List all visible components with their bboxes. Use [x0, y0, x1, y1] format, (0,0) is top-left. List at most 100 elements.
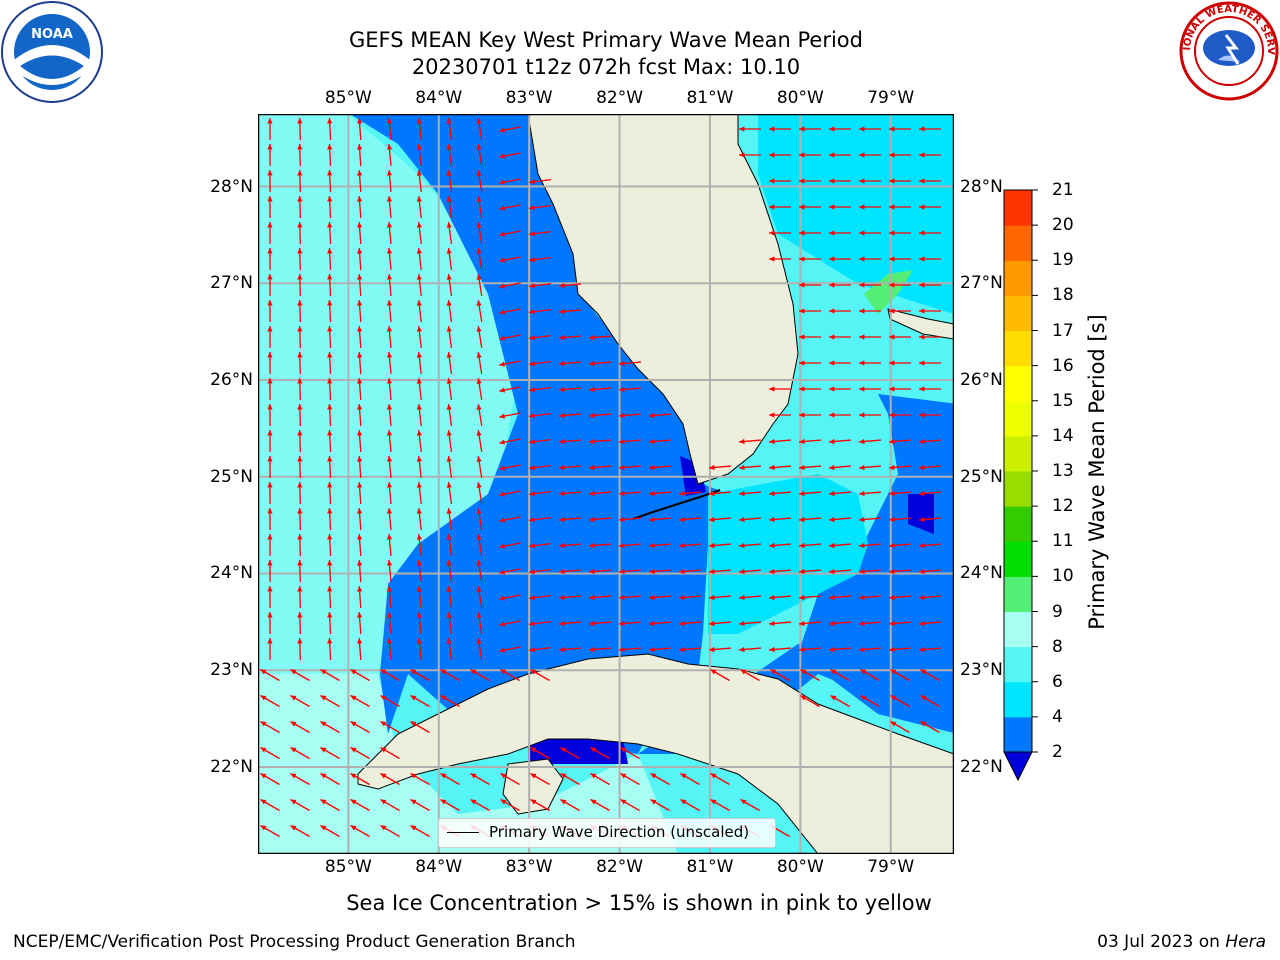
wave-arrow-53: [416, 195, 422, 219]
wave-arrow-478: [530, 798, 550, 812]
wave-arrow-296: [416, 533, 422, 557]
wave-arrow-58: [769, 204, 791, 210]
wave-arrow-211: [529, 438, 551, 445]
wave-arrow-159: [829, 360, 851, 366]
wave-arrow-452: [620, 746, 640, 760]
wave-arrow-428: [380, 694, 400, 708]
wave-arrow-134: [446, 326, 453, 348]
wave-arrow-475: [440, 798, 460, 812]
wave-arrow-424: [260, 694, 280, 708]
wave-arrow-295: [386, 533, 393, 557]
wave-arrow-354: [768, 594, 792, 601]
wave-arrow-232: [529, 464, 551, 471]
sea-ice-note-text: Sea Ice Concentration > 15% is shown in …: [346, 891, 932, 915]
wave-arrow-5: [416, 117, 422, 141]
colorbar-tick-10: 15: [1052, 390, 1074, 411]
wave-arrow-42: [769, 178, 791, 184]
wave-arrow-177: [799, 386, 821, 392]
wave-arrow-185: [356, 403, 363, 427]
wave-arrow-165: [327, 377, 333, 401]
wave-arrow-408: [320, 668, 340, 682]
wave-arrow-233: [558, 464, 582, 471]
wave-arrow-316: [327, 559, 333, 583]
wave-arrow-107: [799, 282, 821, 288]
wave-arrow-11: [799, 126, 821, 132]
wave-arrow-106: [558, 282, 582, 289]
wave-arrow-268: [267, 507, 273, 531]
wave-arrow-44: [829, 178, 851, 184]
wave-arrow-34: [327, 169, 333, 193]
wave-arrow-422: [890, 668, 910, 682]
lon-label-top-0: 85°W: [324, 88, 372, 108]
wave-arrow-161: [889, 360, 911, 366]
wave-arrow-294: [356, 533, 363, 557]
wave-arrow-484: [710, 798, 730, 812]
wave-arrow-124: [829, 308, 851, 314]
wave-arrow-384: [297, 637, 303, 661]
wave-arrow-109: [859, 282, 881, 288]
wave-arrow-137: [529, 334, 551, 341]
wave-arrow-21: [416, 143, 422, 167]
colorbar-tick-1: 4: [1052, 706, 1063, 727]
wave-arrow-383: [267, 637, 273, 661]
wave-arrow-24: [499, 152, 521, 159]
wave-arrow-48: [267, 195, 273, 219]
wave-arrow-101: [416, 273, 422, 297]
wave-arrow-318: [386, 559, 393, 583]
wave-arrow-407: [290, 668, 310, 682]
wave-arrow-461: [500, 772, 520, 786]
lat-label-left-2: 26°N: [210, 370, 253, 390]
wave-arrow-352: [708, 594, 732, 601]
colorbar-band-4: [1004, 576, 1032, 612]
wave-arrow-320: [446, 560, 453, 582]
wave-arrow-488: [320, 824, 340, 838]
wave-arrow-199: [859, 412, 881, 418]
wave-arrow-275: [476, 508, 483, 530]
wave-arrow-10: [769, 126, 791, 132]
wave-arrow-421: [860, 668, 880, 682]
wave-arrow-167: [386, 377, 393, 401]
wave-arrow-399: [738, 646, 762, 653]
wave-arrow-416: [710, 668, 730, 682]
wave-arrow-162: [919, 360, 941, 366]
wave-arrow-356: [828, 594, 852, 601]
wave-arrow-68: [386, 221, 393, 245]
wave-arrow-63: [919, 204, 941, 210]
wave-arrow-65: [297, 221, 303, 245]
wave-arrow-445: [290, 746, 310, 760]
lon-label-top-6: 79°W: [867, 88, 915, 108]
colorbar-tick-16: 21: [1052, 180, 1074, 200]
wave-arrow-369: [529, 620, 551, 627]
wave-arrow-156: [588, 360, 612, 367]
wave-arrow-121: [529, 308, 551, 315]
wave-arrow-127: [919, 308, 941, 314]
wave-arrow-345: [499, 594, 521, 601]
wave-arrow-184: [327, 403, 333, 427]
wave-arrow-361: [297, 611, 303, 635]
wave-arrow-136: [499, 334, 521, 341]
wave-arrow-129: [297, 325, 303, 349]
wave-arrow-308: [768, 542, 792, 549]
wave-arrow-229: [446, 456, 453, 478]
wave-arrow-25: [739, 152, 761, 158]
wave-arrow-119: [476, 300, 483, 322]
wave-arrow-385: [327, 637, 333, 661]
wave-arrow-94: [889, 256, 911, 262]
wave-arrow-40: [499, 178, 521, 185]
colorbar-tick-2: 6: [1052, 671, 1063, 692]
wave-arrow-259: [678, 490, 702, 497]
map-frame: [258, 114, 954, 854]
colorbar-band-2: [1004, 646, 1032, 683]
lat-label-right-6: 22°N: [960, 756, 1003, 777]
lat-label-left-3: 25°N: [210, 466, 253, 487]
deep-blue-region-gulf: [350, 114, 728, 754]
wave-arrow-413: [470, 668, 490, 682]
wave-arrow-486: [260, 824, 280, 838]
wave-arrow-85: [416, 247, 422, 271]
wave-arrow-179: [859, 386, 881, 392]
wave-arrow-470: [290, 798, 310, 812]
wave-arrow-57: [529, 204, 551, 211]
wave-arrow-454: [290, 772, 310, 786]
wave-arrow-222: [918, 438, 942, 445]
colorbar-tick-13: 18: [1052, 285, 1074, 306]
